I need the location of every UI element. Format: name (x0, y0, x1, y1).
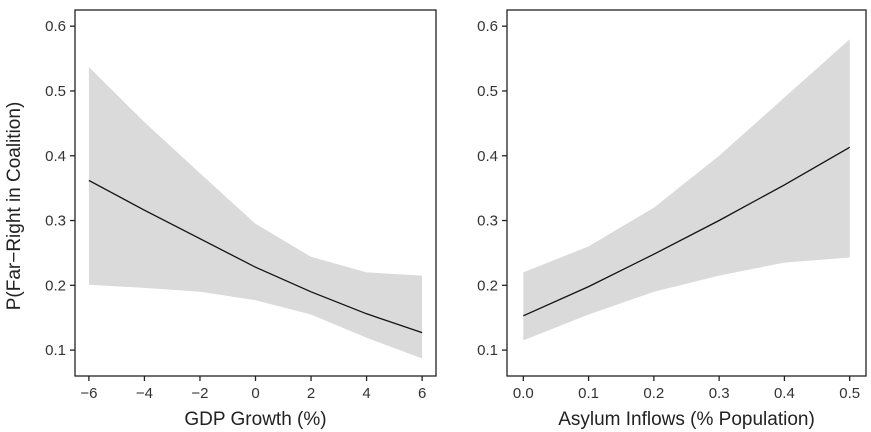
y-tick-label: 0.6 (477, 18, 498, 35)
plot-frame (506, 9, 867, 377)
x-tick-label: 0 (251, 385, 259, 402)
panel-asylum-inflows: 0.1 0.2 0.3 0.4 0.5 0.6 0.0 0.1 0.2 0.3 0.4 0.5 Asyl… (477, 9, 867, 430)
y-tick-label: 0.3 (477, 213, 498, 230)
x-axis-title: Asylum Inflows (% Population) (558, 409, 815, 430)
y-tick-label: 0.5 (477, 83, 498, 100)
x-tick-label: 0.4 (774, 385, 795, 402)
x-tick-label: −2 (191, 385, 208, 402)
y-tick-label: 0.4 (45, 148, 66, 165)
panel-gdp-growth: 0.1 0.2 0.3 0.4 0.5 0.6 −6 −4 −2 0 2 4 6 GDP Growth (… (45, 9, 437, 430)
x-tick-label: 6 (418, 385, 426, 402)
y-tick-label: 0.1 (45, 342, 66, 359)
x-tick-label: 0.2 (643, 385, 664, 402)
y-tick-label: 0.5 (45, 83, 66, 100)
y-tick-label: 0.2 (45, 277, 66, 294)
x-tick-label: 0.0 (513, 385, 534, 402)
y-tick-label: 0.2 (477, 277, 498, 294)
estimate-line (88, 179, 423, 334)
x-tick-label: 0.5 (839, 385, 860, 402)
y-tick-label: 0.4 (477, 148, 498, 165)
x-tick-label: −6 (80, 385, 97, 402)
x-tick-label: 0.3 (709, 385, 730, 402)
confidence-band (88, 67, 423, 359)
x-tick-label: 0.1 (578, 385, 599, 402)
estimate-line (523, 146, 851, 317)
x-tick-label: 2 (307, 385, 315, 402)
x-tick-label: 4 (362, 385, 370, 402)
confidence-band (523, 39, 850, 341)
y-tick-label: 0.3 (45, 213, 66, 230)
y-tick-label: 0.6 (45, 18, 66, 35)
x-axis-title: GDP Growth (%) (184, 409, 326, 430)
y-axis-title: P(Far−Right in Coalition) (4, 102, 25, 311)
x-tick-label: −4 (136, 385, 153, 402)
y-tick-label: 0.1 (477, 342, 498, 359)
